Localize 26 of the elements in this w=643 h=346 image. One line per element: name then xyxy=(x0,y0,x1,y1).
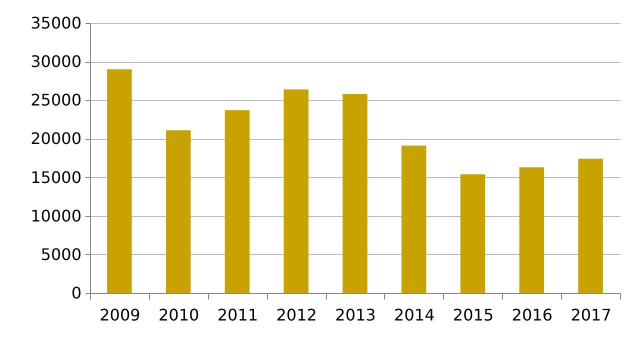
y-tick-label: 15000 xyxy=(30,168,82,187)
x-tick-label: 2010 xyxy=(158,306,200,324)
y-tick-label: 35000 xyxy=(30,14,82,32)
bar xyxy=(578,158,603,293)
x-tick-label: 2017 xyxy=(570,306,612,324)
y-tick-label: 0 xyxy=(71,284,82,302)
y-tick-label: 20000 xyxy=(30,129,82,148)
bar xyxy=(402,146,426,293)
bar xyxy=(519,167,544,293)
x-tick-label: 2016 xyxy=(512,306,553,324)
x-tick-label: 2013 xyxy=(335,306,376,324)
bar xyxy=(224,110,250,293)
bar xyxy=(166,130,191,293)
y-tick-label: 5000 xyxy=(40,244,82,264)
bar xyxy=(284,89,308,293)
x-tick-label: 2009 xyxy=(100,306,140,324)
y-tick-label: 10000 xyxy=(30,206,82,226)
bar xyxy=(107,69,132,293)
x-tick-label: 2011 xyxy=(217,306,258,324)
y-tick-label: 25000 xyxy=(30,90,82,110)
x-tick-label: 2014 xyxy=(394,306,435,324)
x-tick-label: 2012 xyxy=(276,306,317,324)
bar xyxy=(342,94,368,293)
x-tick-label: 2015 xyxy=(452,306,494,324)
bar xyxy=(460,174,486,293)
y-tick-label: 30000 xyxy=(30,52,82,72)
